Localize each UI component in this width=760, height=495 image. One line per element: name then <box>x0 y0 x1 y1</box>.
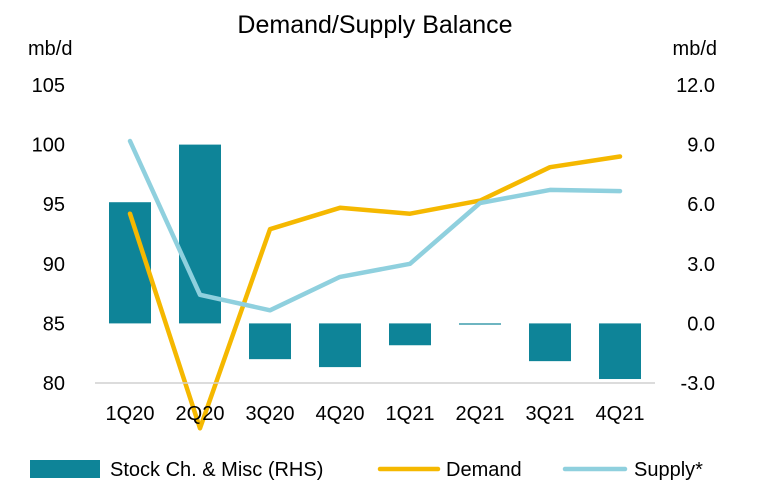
right-tick-label: 0.0 <box>687 313 715 335</box>
left-tick-label: 80 <box>43 373 65 395</box>
legend-label: Stock Ch. & Misc (RHS) <box>110 459 323 481</box>
right-tick-label: 6.0 <box>687 194 715 216</box>
left-tick-label: 85 <box>43 313 65 335</box>
supply-line <box>127 138 623 313</box>
category-label: 2Q21 <box>456 403 505 425</box>
category-label: 3Q20 <box>246 403 295 425</box>
chart-title: Demand/Supply Balance <box>237 11 512 39</box>
right-tick-label: 3.0 <box>687 254 715 276</box>
category-label: 2Q20 <box>176 403 225 425</box>
left-axis-unit: mb/d <box>28 38 72 60</box>
bar-stock-change <box>529 323 571 362</box>
legend-label: Demand <box>446 459 522 481</box>
right-tick-label: 12.0 <box>676 75 715 97</box>
right-axis-unit: mb/d <box>673 38 717 60</box>
right-tick-label: -3.0 <box>681 373 715 395</box>
left-tick-label: 90 <box>43 254 65 276</box>
category-label: 1Q21 <box>386 403 435 425</box>
left-tick-label: 95 <box>43 194 65 216</box>
line-series <box>127 138 623 431</box>
legend-label: Supply* <box>634 459 703 481</box>
demand-line <box>127 154 623 431</box>
category-label: 4Q21 <box>596 403 645 425</box>
bar-stock-change <box>389 323 431 346</box>
axes: 80 85 90 95 100 105 -3.0 0.0 3.0 6.0 9.0 12.0 1Q20 2Q… <box>32 75 715 425</box>
category-label: 4Q20 <box>316 403 365 425</box>
bar-stock-change <box>599 323 641 380</box>
left-tick-label: 105 <box>32 75 65 97</box>
bar-stock-change <box>319 323 361 368</box>
bar-stock-change <box>459 323 501 325</box>
category-label: 1Q20 <box>106 403 155 425</box>
right-tick-label: 9.0 <box>687 135 715 157</box>
left-tick-label: 100 <box>32 135 65 157</box>
bar-series <box>109 144 641 380</box>
legend-swatch-bar <box>30 460 100 478</box>
legend: Stock Ch. & Misc (RHS) Demand Supply* <box>30 459 703 481</box>
bar-stock-change <box>249 323 291 360</box>
category-label: 3Q21 <box>526 403 575 425</box>
